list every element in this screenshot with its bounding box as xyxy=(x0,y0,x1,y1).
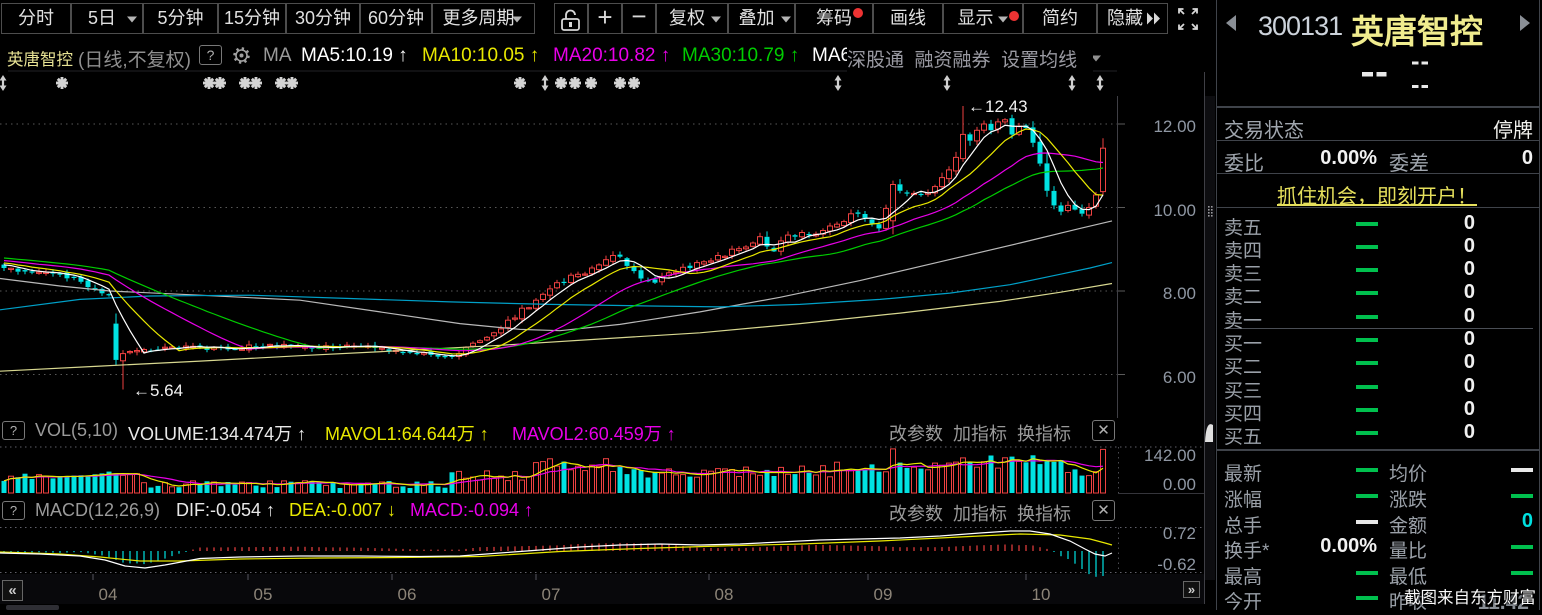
svg-text:←5.64: ←5.64 xyxy=(133,381,183,400)
svg-text:←12.43: ←12.43 xyxy=(968,97,1028,116)
